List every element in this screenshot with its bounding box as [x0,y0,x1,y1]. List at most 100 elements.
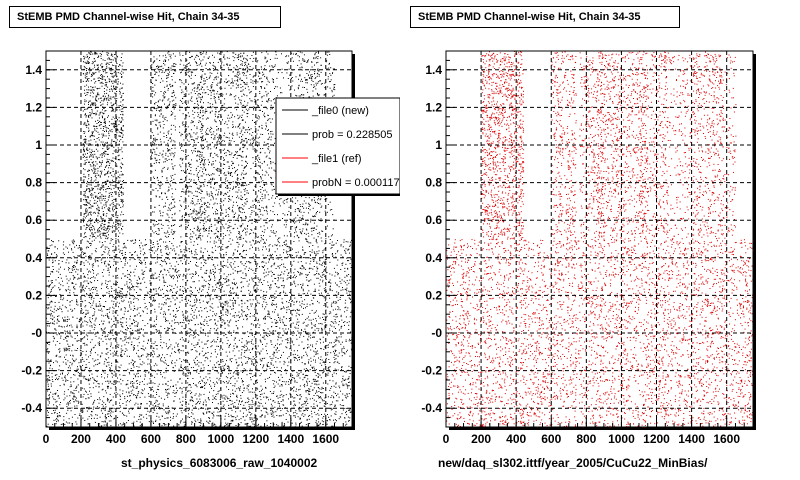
data-point [72,354,74,356]
data-point [65,337,67,339]
data-point [248,283,250,285]
data-point [59,342,61,344]
data-point [270,270,272,272]
data-point [86,344,88,346]
data-point [334,319,336,320]
data-point [347,268,349,270]
data-point [329,362,331,363]
data-point [108,361,110,363]
data-point [254,363,256,365]
data-point [69,278,71,280]
data-point [143,298,145,300]
data-point [224,365,226,367]
data-point [223,367,225,369]
data-point [91,288,92,290]
data-point [316,263,318,264]
data-point [262,405,264,407]
data-point [169,241,171,242]
data-point [286,347,288,349]
data-point [79,319,81,321]
data-point [69,345,71,347]
data-point [122,393,124,395]
data-point [165,319,166,321]
data-point [66,324,68,326]
data-point [142,245,144,247]
data-point [274,304,276,306]
data-point [92,318,93,320]
data-point [56,418,58,420]
data-point [62,280,63,282]
data-point [310,319,312,321]
data-point [92,358,94,360]
data-point [169,305,171,307]
data-point [88,256,89,257]
data-point [209,309,211,311]
data-point [142,329,144,331]
data-point [264,299,266,301]
data-point [151,420,153,422]
data-point [236,270,238,272]
data-point [334,413,336,415]
data-point [332,425,334,427]
data-point [160,250,162,252]
data-point [297,251,299,253]
data-point [155,419,157,421]
data-point [225,380,227,382]
data-point [263,396,265,398]
data-point [349,355,351,357]
data-point [111,372,113,374]
data-point [216,329,218,331]
data-point [281,259,283,261]
data-point [107,316,109,318]
data-point [189,384,191,385]
data-point [227,425,229,427]
data-point [66,319,68,321]
data-point [165,424,167,426]
data-point [311,249,313,251]
data-point [71,268,73,270]
data-point [240,270,242,272]
data-point [212,257,213,259]
data-point [317,425,319,427]
data-point [345,378,347,380]
data-point [172,413,174,415]
data-point [282,277,284,279]
data-point [164,328,166,329]
data-point [232,375,234,377]
data-point [156,277,158,279]
data-point [165,363,167,365]
data-point [309,312,311,314]
data-point [233,339,235,341]
data-point [253,365,255,366]
data-point [108,357,110,359]
data-point [134,259,136,260]
data-point [273,387,275,388]
data-point [80,308,82,309]
data-point [129,289,131,291]
data-point [56,270,58,272]
data-point [69,422,71,424]
data-point [334,393,336,394]
data-point [200,327,202,329]
data-point [322,417,324,419]
data-point [139,278,141,280]
data-point [121,288,123,290]
data-point [71,362,73,364]
data-point [64,376,65,378]
data-point [116,274,118,276]
data-point [253,272,255,274]
data-point [282,351,284,353]
data-point [101,404,103,405]
data-point [272,400,274,402]
data-point [135,376,137,378]
data-point [347,387,349,389]
data-point [110,338,112,339]
data-point [273,355,275,357]
data-point [224,327,226,329]
data-point [66,299,68,301]
data-point [320,356,322,358]
data-point [94,311,96,313]
data-point [208,275,210,277]
data-point [318,250,320,252]
data-point [265,315,267,317]
